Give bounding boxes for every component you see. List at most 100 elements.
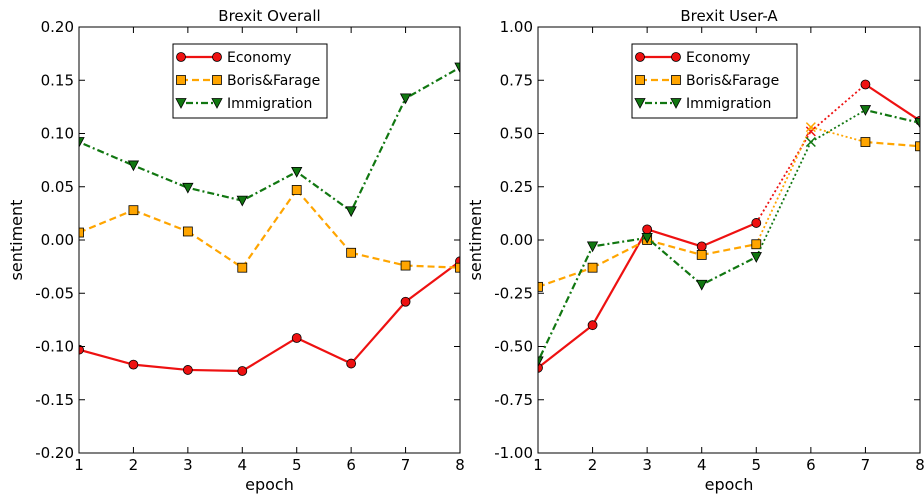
y-axis-label: sentiment — [7, 200, 26, 281]
legend-marker — [635, 75, 645, 85]
legend-marker — [671, 52, 681, 62]
series-line-segment — [865, 108, 920, 124]
legend-entry: Immigration — [175, 96, 312, 112]
data-point — [751, 218, 762, 228]
data-point — [751, 239, 762, 250]
series-line-segment — [646, 228, 703, 248]
data-point — [538, 356, 544, 368]
y-tick-label: 0.50 — [500, 125, 533, 143]
chart-title: Brexit Overall — [218, 7, 320, 25]
series-line-segment — [701, 243, 757, 256]
legend-marker — [670, 98, 682, 109]
series-line-segment — [133, 209, 189, 233]
series-line-segment — [350, 97, 407, 212]
data-point — [237, 366, 248, 376]
x-tick-label: 8 — [915, 456, 924, 474]
data-point — [182, 365, 193, 375]
legend: Economy Boris&Farage Immigration — [172, 43, 328, 119]
y-tick-label: -0.15 — [35, 391, 74, 409]
series-line-segment — [79, 348, 134, 366]
y-tick-label: -1.00 — [494, 444, 533, 462]
series-line-segment — [405, 66, 460, 100]
data-point — [79, 137, 85, 148]
y-tick-label: -0.25 — [494, 284, 533, 302]
data-point — [915, 141, 920, 152]
x-tick-label: 7 — [401, 456, 411, 474]
y-tick-label: 0.00 — [41, 231, 74, 249]
series-line-segment — [592, 236, 648, 248]
data-point — [538, 362, 543, 373]
legend-marker — [175, 98, 187, 109]
x-axis-label: epoch — [245, 475, 294, 494]
y-axis-label: sentiment — [466, 200, 485, 281]
series-line-segment — [296, 336, 352, 365]
data-point — [182, 182, 194, 194]
series-line-segment — [592, 239, 648, 269]
x-tick-label: 2 — [588, 456, 598, 474]
data-point — [538, 281, 543, 292]
x-tick-label: 6 — [806, 456, 816, 474]
data-point — [346, 247, 357, 258]
legend-entry: Boris&Farage — [635, 73, 779, 89]
series-line-segment — [810, 109, 866, 143]
data-point — [641, 232, 653, 244]
x-tick-label: 8 — [455, 456, 465, 474]
series-line-segment — [865, 140, 920, 148]
series-line-segment — [701, 221, 757, 248]
x-tick-label: 5 — [292, 456, 302, 474]
data-point — [182, 226, 193, 237]
legend-marker — [211, 98, 223, 109]
data-point — [696, 279, 708, 291]
legend-marker — [635, 52, 645, 62]
data-point — [860, 79, 871, 90]
x-tick-label: 6 — [346, 456, 356, 474]
data-point — [128, 359, 139, 370]
series-line-segment — [241, 337, 298, 372]
series-line-segment — [350, 301, 407, 365]
series-line-segment — [646, 237, 703, 286]
series-line-segment — [79, 141, 134, 167]
series-line-segment — [538, 245, 594, 362]
data-point — [127, 160, 140, 172]
y-tick-label: 0.25 — [500, 178, 533, 196]
x-axis-label: epoch — [705, 475, 754, 494]
y-tick-label: -0.75 — [494, 391, 533, 409]
series-line-segment — [295, 189, 352, 254]
chart-title: Brexit User-A — [680, 7, 778, 25]
data-point — [750, 252, 762, 263]
y-tick-label: 0.10 — [41, 125, 74, 143]
data-point — [696, 250, 707, 260]
data-point — [587, 262, 598, 273]
data-point — [291, 166, 303, 178]
series-line-segment — [350, 251, 406, 267]
legend-marker — [212, 52, 222, 62]
data-point — [236, 195, 248, 207]
x-tick-label: 1 — [533, 456, 543, 474]
legend-marker — [212, 75, 222, 85]
data-point — [696, 241, 707, 252]
data-point — [346, 358, 357, 369]
data-point — [399, 93, 412, 105]
series-line-segment — [241, 170, 298, 202]
x-tick-label: 7 — [861, 456, 871, 474]
data-point — [454, 62, 460, 74]
data-point — [455, 262, 460, 273]
series-line-segment — [538, 266, 593, 288]
y-tick-label: 1.00 — [500, 18, 533, 36]
y-tick-label: 0.05 — [41, 178, 74, 196]
legend-entry: Immigration — [634, 96, 771, 112]
y-tick-label: -0.05 — [35, 284, 74, 302]
y-tick-label: -0.10 — [35, 338, 74, 356]
legend-entry: Economy — [635, 50, 750, 66]
series-line-segment — [810, 83, 867, 133]
series-line-segment — [133, 363, 188, 372]
data-point — [291, 185, 302, 195]
y-tick-label: 0.15 — [41, 71, 74, 89]
data-point — [914, 117, 920, 129]
x-tick-label: 3 — [642, 456, 652, 474]
y-tick-label: 0.75 — [500, 71, 533, 89]
data-point — [345, 206, 357, 218]
series-line-segment — [296, 170, 352, 213]
legend-entry: Boris&Farage — [176, 73, 320, 89]
